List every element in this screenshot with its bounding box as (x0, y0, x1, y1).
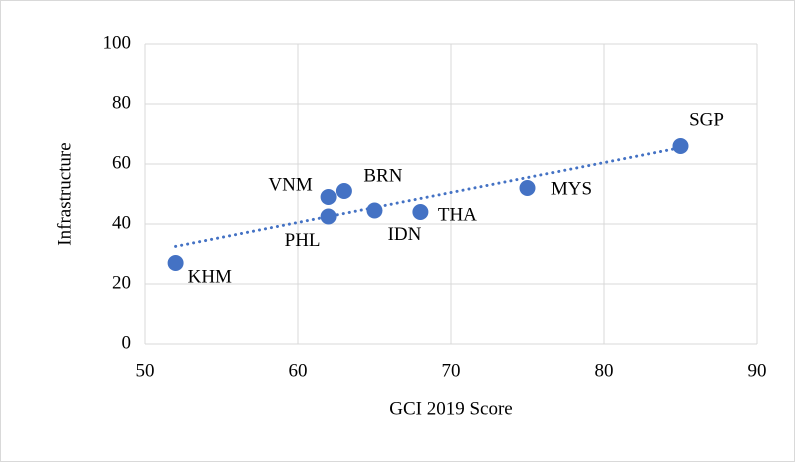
point-label: IDN (388, 224, 422, 245)
point-label: SGP (689, 109, 724, 130)
y-tick-label: 60 (112, 152, 131, 173)
point-label: BRN (363, 165, 402, 186)
y-tick-label: 80 (112, 92, 131, 113)
trendline (174, 146, 682, 248)
x-tick-label: 70 (442, 360, 461, 381)
point-label: THA (438, 204, 477, 225)
point-label: PHL (285, 230, 321, 251)
point (366, 202, 383, 219)
point (320, 189, 337, 205)
y-axis-title: Infrastructure (54, 142, 75, 245)
point-label: KHM (188, 266, 232, 287)
y-tick-label: 100 (103, 32, 132, 53)
x-axis-title: GCI 2019 Score (389, 398, 512, 419)
point-label: MYS (551, 178, 592, 199)
point (335, 183, 352, 199)
y-tick-label: 0 (122, 332, 132, 353)
point (167, 255, 184, 271)
x-tick-label: 60 (289, 360, 308, 381)
point-label: VNM (268, 174, 312, 195)
point (412, 204, 429, 220)
x-tick-label: 50 (136, 360, 155, 381)
point (320, 208, 337, 225)
point (672, 138, 689, 154)
y-tick-label: 40 (112, 212, 131, 233)
x-tick-label: 80 (595, 360, 614, 381)
x-tick-label: 90 (748, 360, 767, 381)
point (519, 180, 536, 196)
y-tick-label: 20 (112, 272, 131, 293)
